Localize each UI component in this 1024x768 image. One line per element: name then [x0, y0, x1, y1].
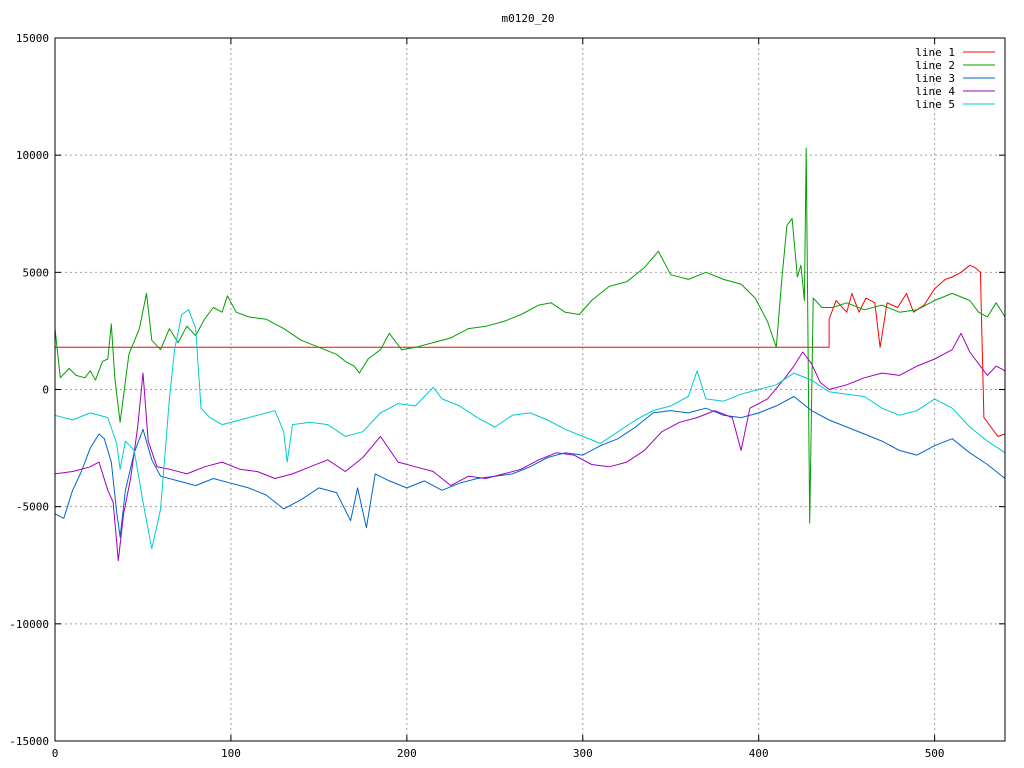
x-tick-label: 0 [52, 747, 59, 760]
y-tick-label: -15000 [9, 735, 49, 748]
axis-ticks: 0 100 200 300 400 500 -15000 -10000 -5000 0 5000 10… [9, 32, 1005, 760]
legend-label-5: line 5 [915, 98, 955, 111]
x-tick-label: 200 [397, 747, 417, 760]
y-tick-label: 15000 [16, 32, 49, 45]
y-tick-label: -5000 [16, 501, 49, 514]
plot-frame [54, 37, 1006, 742]
series-line-5 [54, 309, 1006, 550]
legend-label-1: line 1 [915, 46, 955, 59]
legend-label-2: line 2 [915, 59, 955, 72]
y-tick-label: 10000 [16, 149, 49, 162]
chart-title: m0120_20 [502, 12, 555, 25]
series-group [54, 147, 1006, 562]
y-tick-label: 0 [42, 384, 49, 397]
x-tick-label: 100 [221, 747, 241, 760]
x-tick-label: 300 [573, 747, 593, 760]
legend-label-4: line 4 [915, 85, 955, 98]
legend-label-3: line 3 [915, 72, 955, 85]
x-tick-label: 400 [749, 747, 769, 760]
series-line-4 [54, 332, 1006, 562]
series-line-2 [54, 147, 1006, 524]
x-tick-label: 500 [925, 747, 945, 760]
y-tick-label: -10000 [9, 618, 49, 631]
y-tick-label: 5000 [23, 266, 50, 279]
series-line-1 [55, 264, 1006, 437]
series-line-3 [54, 396, 1006, 538]
